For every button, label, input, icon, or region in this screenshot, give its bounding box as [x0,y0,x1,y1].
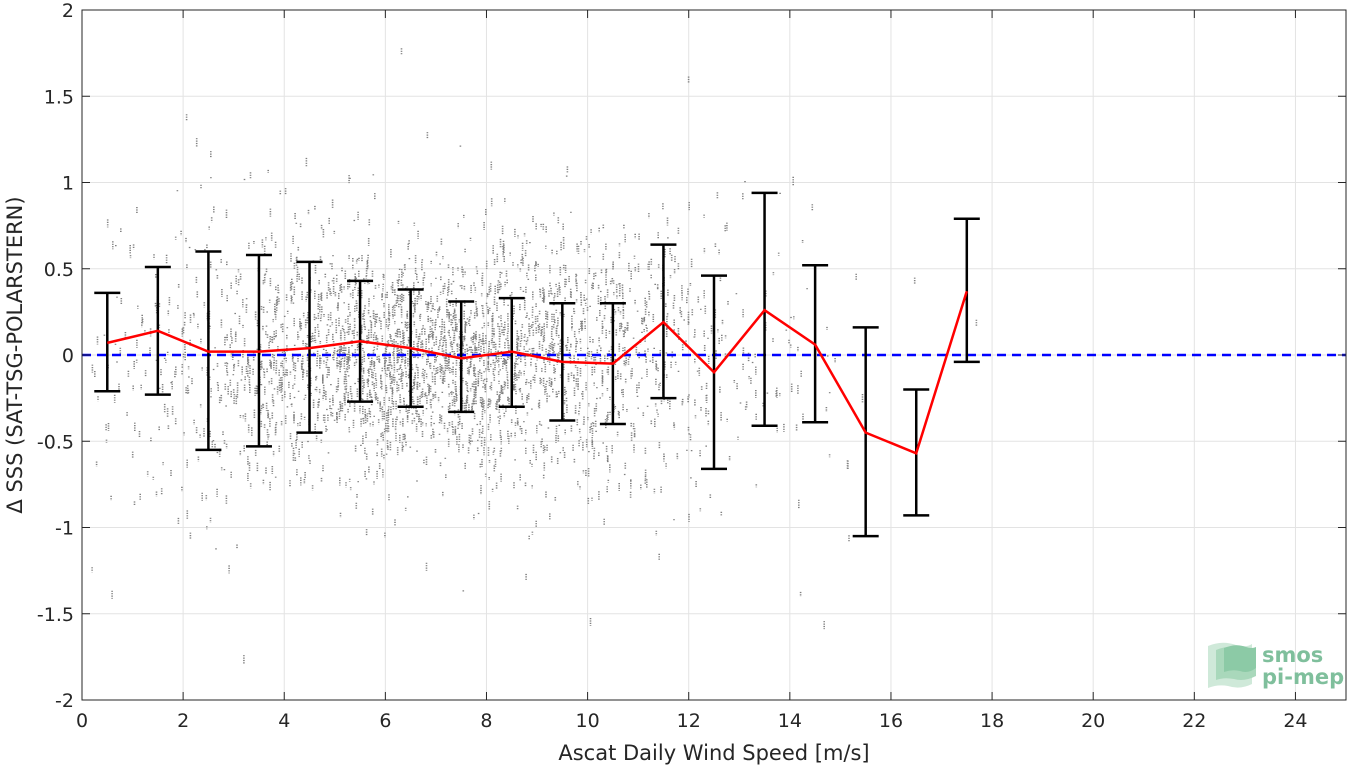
y-tick-label: 0.5 [44,259,74,281]
smos-pi-mep-logo: smos pi-mep [1208,642,1344,689]
x-tick-label: 0 [76,710,88,732]
x-tick-label: 8 [480,710,492,732]
x-tick-label: 2 [177,710,189,732]
x-tick-label: 16 [879,710,903,732]
y-axis-title: Δ SSS (SAT-TSG-POLARSTERN) [3,196,27,513]
y-tick-label: -1 [55,518,74,540]
logo-waves-icon [1208,642,1256,688]
ticks [81,9,1346,701]
x-axis-title: Ascat Daily Wind Speed [m/s] [558,741,869,765]
x-tick-label: 18 [980,710,1004,732]
mean-line [107,290,968,455]
x-tick-label: 22 [1182,710,1206,732]
x-tick-labels: 0 2 4 6 8 10 12 14 16 18 20 22 24 [76,710,1308,732]
logo-line1: smos [1262,643,1323,667]
x-tick-label: 10 [576,710,600,732]
y-tick-label: 2 [62,0,74,22]
error-bars [94,191,980,538]
logo-line2: pi-mep [1262,665,1344,689]
scatter-points [91,48,978,665]
y-tick-label: -2 [55,690,74,712]
x-tick-label: 24 [1283,710,1307,732]
x-tick-label: 12 [677,710,701,732]
scatter-dots [91,48,978,665]
y-tick-label: 1 [62,173,74,195]
y-tick-labels: -2 -1.5 -1 -0.5 0 0.5 1 1.5 2 [37,0,74,712]
x-tick-label: 4 [278,710,290,732]
y-tick-label: 0 [62,345,74,367]
y-tick-label: -1.5 [37,604,74,626]
error-bar [448,300,475,414]
error-bar [953,217,980,364]
y-tick-label: 1.5 [44,86,74,108]
x-tick-label: 6 [379,710,391,732]
y-tick-label: -0.5 [37,431,74,453]
x-tick-label: 14 [778,710,802,732]
x-tick-label: 20 [1081,710,1105,732]
